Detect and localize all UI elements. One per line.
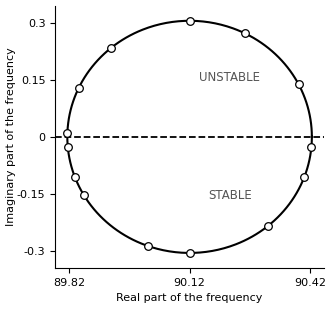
Text: UNSTABLE: UNSTABLE [199,71,260,84]
Text: STABLE: STABLE [208,189,252,202]
X-axis label: Real part of the frequency: Real part of the frequency [117,294,263,303]
Y-axis label: Imaginary part of the frequency: Imaginary part of the frequency [6,48,16,226]
